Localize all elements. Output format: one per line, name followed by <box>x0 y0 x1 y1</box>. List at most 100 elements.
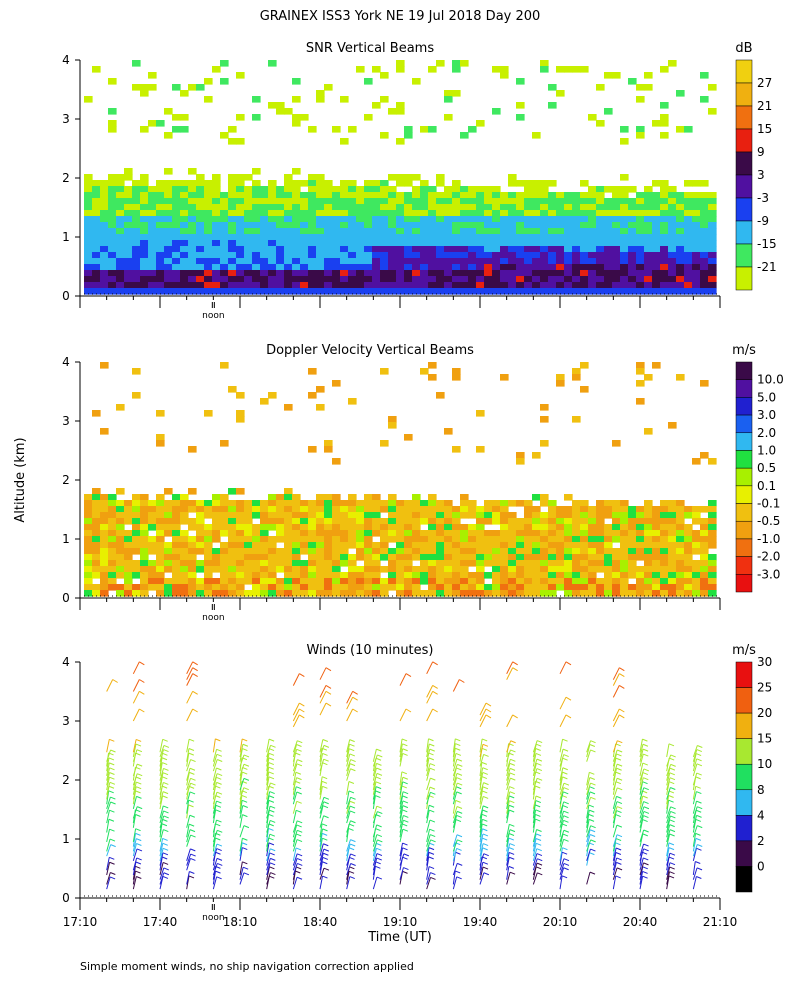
wind-barb <box>159 815 165 828</box>
data-cell <box>204 590 213 597</box>
wind-barb <box>506 852 510 866</box>
data-cell <box>308 210 317 217</box>
wind-barb <box>239 872 245 885</box>
wind-barb-flag <box>642 875 648 879</box>
data-cell <box>564 252 573 259</box>
data-cell <box>452 446 461 453</box>
wind-barb <box>666 754 672 767</box>
wind-barb-flag <box>535 838 542 841</box>
data-cell <box>292 222 301 229</box>
data-cell <box>684 572 693 579</box>
data-cell <box>212 222 221 229</box>
data-cell <box>556 234 565 241</box>
wind-barb <box>559 852 563 866</box>
wind-barb <box>426 691 434 704</box>
data-cell <box>588 530 597 537</box>
data-cell <box>276 512 285 519</box>
data-cell <box>492 66 501 73</box>
wind-barb <box>292 708 300 722</box>
data-cell <box>356 542 365 549</box>
data-cell <box>204 554 213 561</box>
data-cell <box>180 240 189 247</box>
data-cell <box>580 198 589 205</box>
data-cell <box>564 578 573 585</box>
wind-barb-flag <box>322 837 328 841</box>
data-cell <box>244 590 253 597</box>
wind-barb-flag <box>536 842 542 846</box>
data-cell <box>292 530 301 537</box>
data-cell <box>260 288 269 295</box>
data-cell <box>636 198 645 205</box>
data-cell <box>620 192 629 199</box>
data-cell <box>388 578 397 585</box>
data-cell <box>228 386 237 393</box>
wind-barb-flag <box>565 714 572 719</box>
data-cell <box>652 270 661 277</box>
wind-barb <box>692 844 698 857</box>
wind-barb-flag <box>268 795 275 799</box>
wind-barb <box>239 800 243 814</box>
data-cell <box>324 590 333 597</box>
data-cell <box>604 222 613 229</box>
data-cell <box>140 494 149 501</box>
wind-barb-flag <box>456 834 463 838</box>
data-cell <box>212 192 221 199</box>
data-cell <box>388 536 397 543</box>
data-cell <box>84 590 93 597</box>
data-cell <box>596 192 605 199</box>
wind-barb-flag <box>456 758 463 762</box>
data-cell <box>236 216 245 223</box>
wind-barb <box>292 673 300 686</box>
wind-barb-flag <box>642 866 648 870</box>
data-cell <box>252 282 261 289</box>
data-cell <box>516 542 525 549</box>
colorbar-label: -9 <box>757 214 769 228</box>
wind-barb <box>399 847 404 861</box>
data-cell <box>116 288 125 295</box>
wind-barb <box>319 786 323 800</box>
data-cell <box>276 264 285 271</box>
data-cell <box>84 192 93 199</box>
data-cell <box>388 174 397 181</box>
data-cell <box>452 204 461 211</box>
wind-barb-flag <box>695 753 702 757</box>
wind-barb-flag <box>215 738 221 742</box>
data-cell <box>292 114 301 121</box>
data-cell <box>124 192 133 199</box>
data-cell <box>324 84 333 91</box>
data-cell <box>700 380 709 387</box>
wind-barb-flag <box>643 787 649 791</box>
data-cell <box>220 264 229 271</box>
data-cell <box>84 252 93 259</box>
data-cell <box>220 258 229 265</box>
wind-barb-flag <box>642 772 649 776</box>
data-cell <box>708 84 717 91</box>
data-cell <box>548 548 557 555</box>
wind-barb <box>559 739 564 753</box>
wind-barb <box>106 790 110 805</box>
data-cell <box>652 210 661 217</box>
data-cell <box>84 222 93 229</box>
data-cell <box>468 186 477 193</box>
wind-barb-flag <box>243 754 250 758</box>
data-cell <box>108 210 117 217</box>
data-cell <box>412 252 421 259</box>
data-cell <box>92 548 101 555</box>
data-cell <box>156 276 165 283</box>
data-cell <box>556 240 565 247</box>
wind-barb <box>212 759 218 772</box>
wind-barb <box>319 797 325 810</box>
data-cell <box>340 270 349 277</box>
data-cell <box>556 518 565 525</box>
data-cell <box>524 548 533 555</box>
wind-barb-flag <box>485 702 492 707</box>
wind-barb <box>692 791 697 805</box>
colorbar-swatch <box>735 687 753 714</box>
data-cell <box>84 542 93 549</box>
data-cell <box>556 282 565 289</box>
data-cell <box>84 572 93 579</box>
data-cell <box>516 258 525 265</box>
data-cell <box>324 548 333 555</box>
data-cell <box>172 228 181 235</box>
wind-barb-flag <box>295 847 302 851</box>
